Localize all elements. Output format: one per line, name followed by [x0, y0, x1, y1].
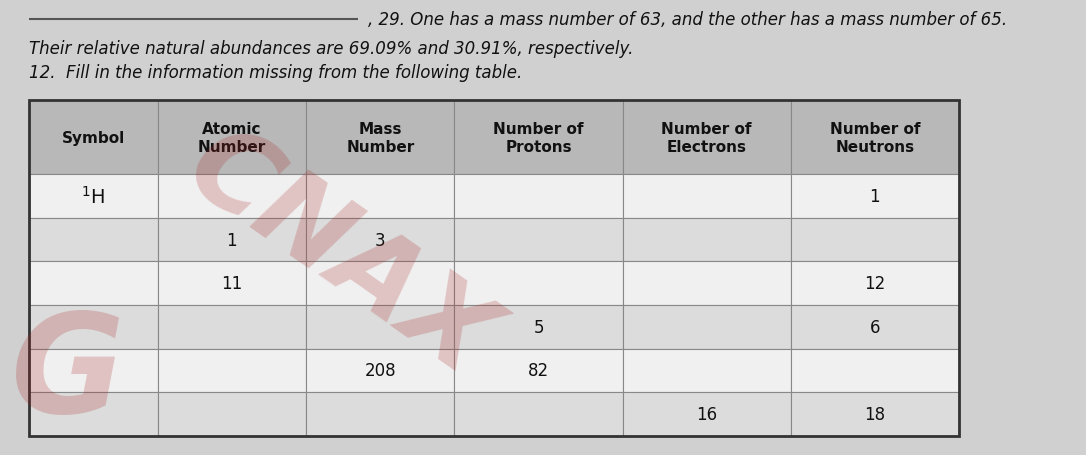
- Bar: [29, 349, 157, 392]
- Text: $\mathregular{{}^{1}H}$: $\mathregular{{}^{1}H}$: [81, 186, 105, 207]
- Bar: [306, 218, 454, 262]
- Bar: [29, 175, 157, 218]
- Bar: [157, 349, 306, 392]
- Bar: [306, 101, 454, 175]
- Bar: [791, 305, 959, 349]
- Text: 208: 208: [365, 362, 396, 379]
- Bar: [791, 175, 959, 218]
- Bar: [622, 218, 791, 262]
- Text: 1: 1: [870, 187, 881, 206]
- Bar: [791, 101, 959, 175]
- Text: 5: 5: [533, 318, 544, 336]
- Bar: [454, 218, 622, 262]
- Bar: [622, 262, 791, 305]
- Bar: [29, 262, 157, 305]
- Bar: [791, 262, 959, 305]
- Text: Mass
Number: Mass Number: [346, 122, 415, 154]
- Bar: [622, 305, 791, 349]
- Bar: [454, 305, 622, 349]
- Bar: [454, 349, 622, 392]
- Bar: [454, 262, 622, 305]
- Bar: [29, 218, 157, 262]
- Bar: [622, 392, 791, 436]
- Bar: [29, 392, 157, 436]
- Text: Number of
Neutrons: Number of Neutrons: [830, 122, 920, 154]
- Bar: [157, 392, 306, 436]
- Text: 12: 12: [864, 275, 885, 293]
- Text: Number of
Protons: Number of Protons: [493, 122, 584, 154]
- Bar: [791, 218, 959, 262]
- Text: G: G: [11, 307, 125, 441]
- Bar: [454, 175, 622, 218]
- Text: 1: 1: [227, 231, 237, 249]
- Bar: [791, 392, 959, 436]
- Bar: [29, 101, 157, 175]
- Text: Symbol: Symbol: [62, 131, 125, 146]
- Bar: [157, 218, 306, 262]
- Text: Atomic
Number: Atomic Number: [198, 122, 266, 154]
- Bar: [29, 305, 157, 349]
- Text: 82: 82: [528, 362, 550, 379]
- Bar: [29, 101, 959, 436]
- Text: 18: 18: [864, 405, 885, 423]
- Text: Their relative natural abundances are 69.09% and 30.91%, respectively.: Their relative natural abundances are 69…: [29, 40, 633, 58]
- Bar: [622, 349, 791, 392]
- Bar: [157, 175, 306, 218]
- Bar: [157, 262, 306, 305]
- Bar: [622, 175, 791, 218]
- Text: 6: 6: [870, 318, 880, 336]
- Bar: [306, 262, 454, 305]
- Text: 3: 3: [375, 231, 386, 249]
- Text: 11: 11: [222, 275, 242, 293]
- Bar: [306, 349, 454, 392]
- Text: 12.  Fill in the information missing from the following table.: 12. Fill in the information missing from…: [29, 64, 522, 82]
- Text: Number of
Electrons: Number of Electrons: [661, 122, 752, 154]
- Bar: [454, 392, 622, 436]
- Bar: [791, 349, 959, 392]
- Text: CNAX: CNAX: [166, 112, 512, 398]
- Text: , 29. One has a mass number of 63, and the other has a mass number of 65.: , 29. One has a mass number of 63, and t…: [368, 11, 1007, 29]
- Bar: [157, 305, 306, 349]
- Bar: [622, 101, 791, 175]
- Bar: [306, 392, 454, 436]
- Bar: [454, 101, 622, 175]
- Bar: [157, 101, 306, 175]
- Bar: [306, 175, 454, 218]
- Text: 16: 16: [696, 405, 717, 423]
- Bar: [306, 305, 454, 349]
